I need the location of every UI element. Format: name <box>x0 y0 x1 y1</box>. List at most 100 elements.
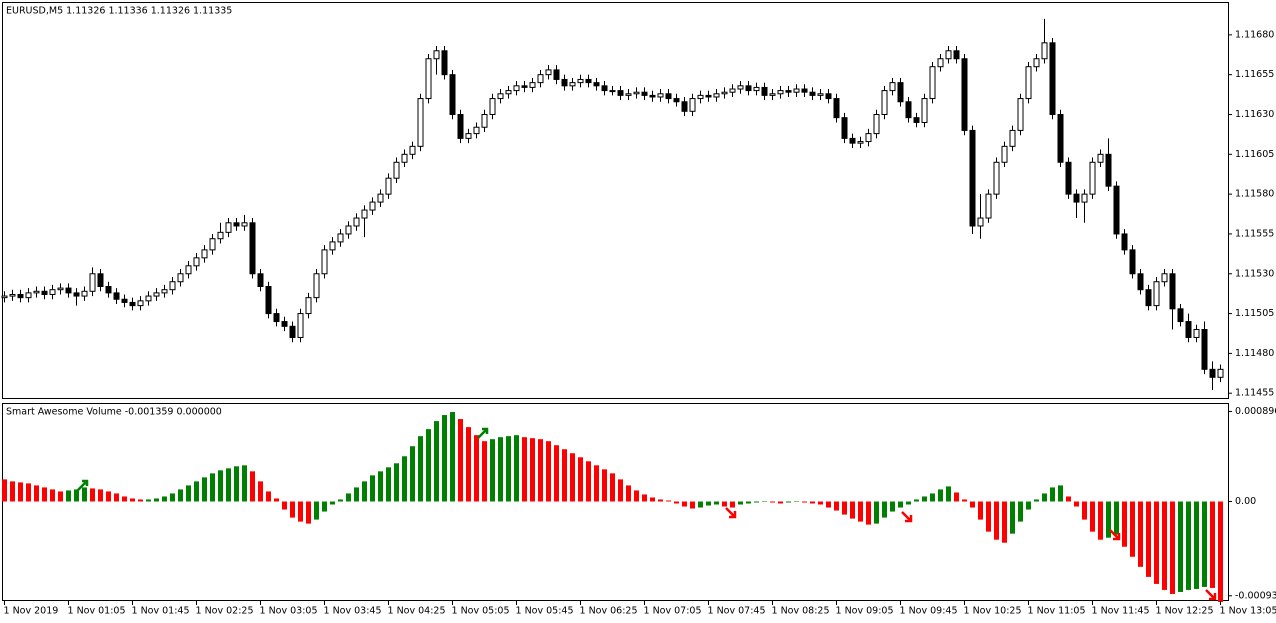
up-arrow <box>77 479 89 491</box>
histogram-bar <box>170 493 175 502</box>
candle-body <box>465 133 472 139</box>
histogram-bar <box>770 501 775 503</box>
histogram-bar <box>874 501 879 524</box>
candle-body <box>281 321 288 327</box>
histogram-bar <box>26 483 31 502</box>
histogram-bar <box>250 471 255 502</box>
histogram-bar <box>1106 501 1111 538</box>
x-tick-label: 1 Nov 09:05 <box>836 606 894 617</box>
candle-body <box>737 85 744 90</box>
histogram-bar <box>98 489 103 502</box>
candle-body <box>905 101 912 119</box>
histogram-bar <box>778 501 783 504</box>
up-arrow <box>477 427 489 439</box>
histogram-bar <box>738 501 743 505</box>
candle-body <box>489 98 496 115</box>
candle-body <box>145 295 152 302</box>
candle-body <box>545 69 552 76</box>
x-tick-label: 1 Nov 12:25 <box>1156 606 1214 617</box>
histogram-bar <box>1138 501 1143 567</box>
candle-body <box>585 78 592 84</box>
histogram-bar <box>834 501 839 511</box>
candle-body <box>801 88 808 93</box>
x-tick-label: 1 Nov 01:45 <box>132 606 190 617</box>
candle-body <box>1113 185 1120 235</box>
candle-body <box>377 193 384 203</box>
candle-body <box>745 85 752 92</box>
histogram-bar <box>234 466 239 502</box>
candle-body <box>1017 98 1024 131</box>
candle-body <box>1097 153 1104 163</box>
histogram-bar <box>618 479 623 502</box>
candle-body <box>761 86 768 96</box>
histogram-bar <box>90 488 95 502</box>
histogram-bar <box>434 421 439 502</box>
histogram-bar <box>562 449 567 502</box>
candle-body <box>65 287 72 294</box>
histogram-bar <box>666 500 671 502</box>
x-tick-label: 1 Nov 07:45 <box>708 606 766 617</box>
histogram-bar <box>978 501 983 520</box>
candle-body <box>921 98 928 123</box>
histogram-bar <box>1074 501 1079 507</box>
histogram-bar <box>594 465 599 502</box>
histogram-bar <box>458 419 463 502</box>
candle-body <box>937 58 944 68</box>
histogram-bar <box>586 461 591 502</box>
histogram-bar <box>474 435 479 502</box>
histogram-bar <box>1146 501 1151 577</box>
histogram-bar <box>762 501 767 502</box>
candle-body <box>73 292 80 297</box>
histogram-bar <box>538 439 543 502</box>
histogram-bar <box>114 493 119 502</box>
candle-body <box>553 69 560 80</box>
histogram-bar <box>882 501 887 518</box>
candle-body <box>249 222 256 275</box>
candle-body <box>97 273 104 288</box>
candle-body <box>1145 289 1152 307</box>
histogram-bar <box>1002 501 1007 543</box>
candle-body <box>961 58 968 131</box>
histogram-bar <box>1154 501 1159 584</box>
histogram-bar <box>938 489 943 502</box>
candle-body <box>929 66 936 100</box>
candle-body <box>673 98 680 103</box>
y-tick-label: 1.11505 <box>1235 308 1274 319</box>
candle-body <box>481 113 488 128</box>
histogram-bar <box>450 412 455 502</box>
candle-body <box>729 88 736 93</box>
candle-body <box>169 281 176 291</box>
down-arrow <box>725 507 737 519</box>
histogram-bar <box>482 441 487 502</box>
candle-body <box>1057 113 1064 163</box>
histogram-bar <box>842 501 847 515</box>
candle-body <box>873 113 880 135</box>
histogram-bar <box>650 497 655 502</box>
candle-body <box>681 101 688 112</box>
candle-body <box>1041 42 1048 60</box>
candle-body <box>529 82 536 88</box>
x-tick-label: 1 Nov 03:05 <box>260 606 318 617</box>
candle-body <box>1009 129 1016 147</box>
histogram-bar <box>266 491 271 502</box>
x-tick-label: 1 Nov 05:45 <box>516 606 574 617</box>
candle-body <box>513 85 520 92</box>
candle-body <box>1137 273 1144 291</box>
histogram-bar <box>1170 501 1175 594</box>
x-tick-label: 1 Nov 05:05 <box>452 606 510 617</box>
histogram-bar <box>1130 501 1135 557</box>
histogram-bar <box>1218 501 1223 603</box>
x-tick-label: 1 Nov 11:45 <box>1092 606 1150 617</box>
histogram-bar <box>698 501 703 508</box>
histogram-bar <box>122 496 127 502</box>
candle-body <box>369 201 376 211</box>
candle-body <box>89 273 96 292</box>
histogram-bar <box>690 501 695 509</box>
candle-body <box>833 98 840 119</box>
histogram-bar <box>18 482 23 502</box>
histogram-bar <box>794 501 799 502</box>
histogram-bar <box>554 445 559 502</box>
signal-arrows <box>77 427 1217 601</box>
histogram-bar <box>826 501 831 508</box>
